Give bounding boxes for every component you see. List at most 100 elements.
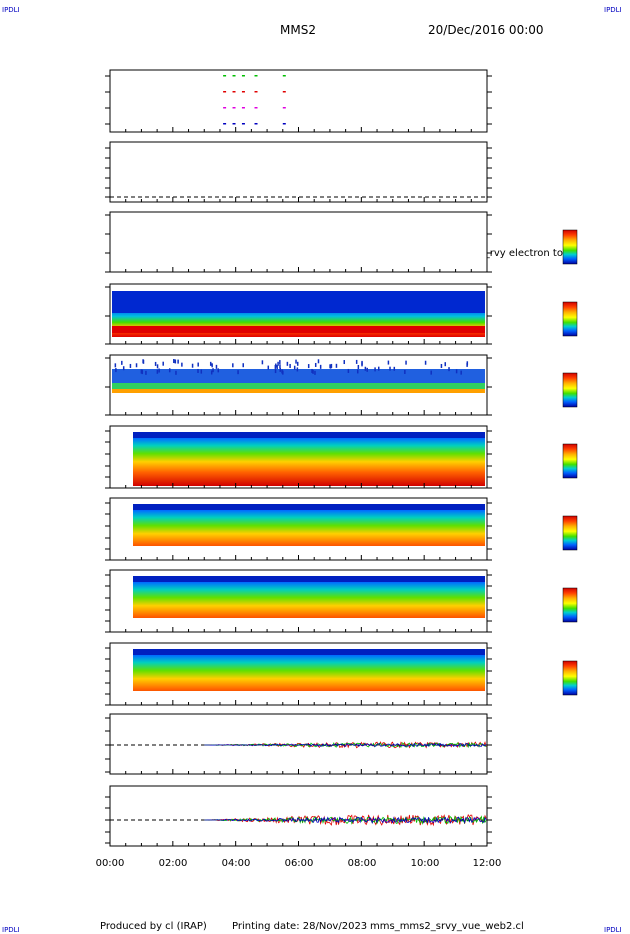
colorbar-gradient [562, 229, 578, 265]
spectrogram-speck [389, 366, 391, 371]
spectrogram-speck [162, 361, 164, 366]
spectrogram-speck [211, 363, 213, 368]
spectrogram-speck [466, 362, 468, 367]
spectrogram-speck [191, 363, 194, 368]
spectrogram-speck [237, 370, 239, 375]
y-axis [105, 286, 492, 345]
y-axis [105, 502, 492, 561]
panel-edi [105, 141, 492, 203]
panel-divpe [105, 713, 492, 775]
spectrogram-speck [277, 361, 279, 366]
colorbar [562, 587, 578, 623]
colorbar [562, 660, 578, 696]
spectrogram-speck [156, 369, 159, 374]
y-axis [105, 430, 492, 489]
spectrogram-speck [286, 361, 289, 366]
time-tick-label: 04:00 [222, 858, 251, 869]
burst-marker [232, 91, 236, 93]
panel-frame [109, 69, 488, 133]
y-axis [105, 147, 492, 202]
corner-label-top-right: IPDLI [604, 6, 622, 14]
spectrogram-speck [267, 365, 270, 370]
panel-eis [105, 211, 578, 273]
panel-data [112, 291, 485, 337]
panel-data [133, 432, 485, 486]
data-series-line [204, 741, 487, 749]
burst-marker [254, 107, 258, 109]
colorbar [562, 372, 578, 408]
colorbar-gradient [562, 660, 578, 696]
spectrogram-speck [307, 364, 310, 369]
panel-data [133, 649, 485, 703]
spectrogram-band [133, 576, 485, 582]
footer-script-name: mms_mms2_srvy_vue_web2.cl [370, 921, 524, 932]
colorbar [562, 301, 578, 337]
spectrogram-speck [374, 367, 376, 372]
burst-marker [232, 107, 236, 109]
y-axis [105, 796, 492, 846]
spectrogram-speck [197, 362, 199, 367]
spectrogram-speck [181, 362, 183, 367]
panel-hpca_hepp [105, 569, 578, 633]
spectrogram-speck [311, 368, 313, 373]
spectrogram-gap [133, 546, 485, 558]
burst-marker [232, 75, 236, 77]
footer-produced-by: Produced by cl (IRAP) [100, 921, 207, 932]
spectrogram-speck [276, 365, 278, 370]
spectrogram-speck [154, 361, 157, 366]
figure-title: MMS2 [280, 23, 316, 37]
colorbar-gradient [562, 587, 578, 623]
spectrogram-speck [361, 362, 363, 367]
spectrogram-speck [122, 366, 125, 371]
spectrogram-speck [156, 364, 159, 369]
spectrogram-fill [133, 432, 485, 486]
panel-hpca_o [105, 642, 578, 706]
panel-divpi [105, 785, 492, 847]
spectrogram-gap [133, 691, 485, 703]
panel-data [133, 576, 485, 630]
spectrogram-speck [242, 363, 244, 368]
spectrogram-speck [357, 364, 360, 369]
spectrogram-speck [377, 366, 380, 371]
spectrogram-speck [275, 363, 277, 368]
spectrogram-speck [274, 369, 277, 374]
spectrogram-speck [314, 370, 316, 375]
burst-marker [223, 107, 227, 109]
burst-marker [282, 107, 286, 109]
spectrogram-speck [140, 369, 143, 374]
spectrogram-band [133, 649, 485, 655]
burst-marker [223, 75, 227, 77]
spectrogram-speck [440, 363, 443, 368]
burst-marker [223, 123, 227, 125]
colorbar [562, 443, 578, 479]
spectrogram-speck [289, 363, 291, 368]
spectrogram-speck [343, 360, 346, 365]
spectrogram-speck [404, 369, 406, 374]
corner-label-top-left: IPDLI [2, 6, 20, 14]
colorbar [562, 515, 578, 551]
burst-marker [254, 75, 258, 77]
spectrogram-speck [448, 367, 450, 372]
y-axis [105, 717, 492, 774]
spectrogram-speck [282, 370, 284, 375]
spectrogram-speck [279, 360, 281, 365]
spectrogram-speck [232, 363, 234, 368]
spectrogram-speck [175, 370, 177, 375]
panel-hpca_h [105, 425, 578, 489]
spectrogram-speck [121, 360, 123, 365]
spectrogram-speck [142, 359, 145, 364]
data-series-line [204, 742, 487, 748]
time-tick-label: 02:00 [159, 858, 188, 869]
y-axis [105, 574, 492, 633]
burst-marker [282, 123, 286, 125]
spectrogram-speck [279, 367, 281, 372]
spectrogram-band [112, 291, 485, 313]
colorbar-gradient [562, 515, 578, 551]
panels-group [105, 69, 578, 847]
panel-data [110, 813, 487, 827]
spectrogram-speck [168, 368, 171, 373]
spectrogram-speck [293, 365, 296, 370]
panel-feepsi [105, 354, 578, 416]
spectrogram-speck [347, 368, 350, 373]
